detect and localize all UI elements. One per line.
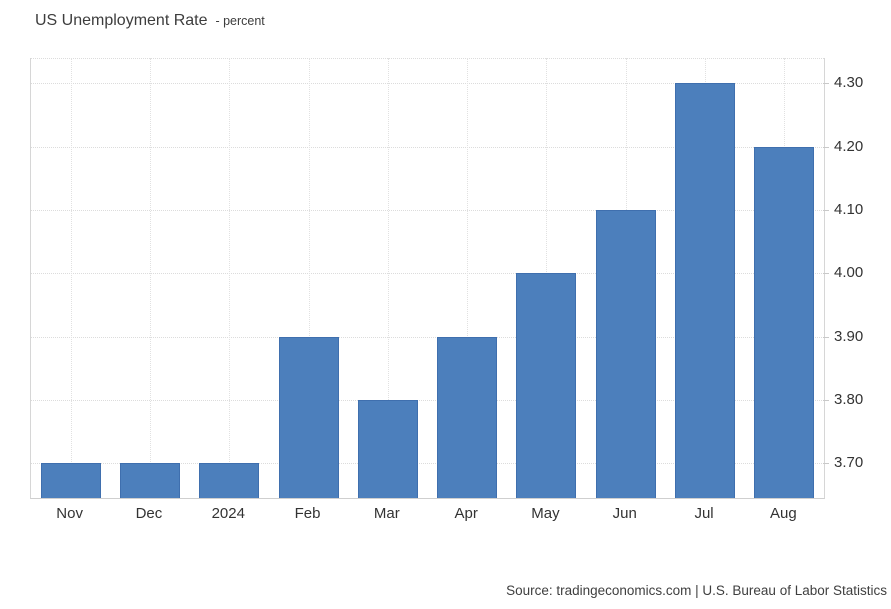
gridline-top	[31, 58, 824, 59]
gridline-h	[31, 209, 824, 211]
bar-dec[interactable]	[119, 463, 180, 498]
y-axis-tick	[823, 336, 829, 338]
y-axis-label: 3.80	[834, 390, 864, 408]
bar-may[interactable]	[516, 273, 577, 498]
bar-2024[interactable]	[199, 463, 260, 498]
x-axis-label: Jul	[694, 505, 714, 522]
chart-title: US Unemployment Rate - percent	[35, 10, 265, 32]
x-axis-label: 2024	[211, 505, 245, 522]
gridline-v	[387, 58, 389, 498]
gridline-h	[31, 399, 824, 401]
x-axis-label: Feb	[294, 505, 321, 522]
x-axis-label: Apr	[454, 505, 478, 522]
bar-feb[interactable]	[278, 336, 339, 498]
gridline-h	[31, 273, 824, 275]
y-axis-label: 3.70	[834, 454, 864, 472]
gridline-h	[31, 83, 824, 85]
gridline-h	[31, 146, 824, 148]
y-axis-label: 3.90	[834, 327, 864, 345]
y-axis-tick	[823, 399, 829, 401]
x-axis-label: Aug	[769, 505, 797, 522]
bar-jul[interactable]	[675, 83, 736, 498]
chart-title-subtitle: - percent	[215, 14, 265, 28]
gridline-v	[229, 58, 231, 498]
plot-area	[30, 58, 825, 499]
bar-nov[interactable]	[40, 463, 101, 498]
source-attribution: Source: tradingeconomics.com | U.S. Bure…	[506, 583, 887, 598]
gridline-v	[149, 58, 151, 498]
bar-mar[interactable]	[357, 399, 418, 498]
y-axis-tick	[823, 209, 829, 211]
gridline-v	[467, 58, 469, 498]
y-axis-label: 4.20	[834, 137, 864, 155]
y-axis-tick	[823, 273, 829, 275]
chart-title-main: US Unemployment Rate	[35, 12, 208, 29]
bar-jun[interactable]	[595, 209, 656, 498]
bar-apr[interactable]	[437, 336, 498, 498]
gridline-h	[31, 336, 824, 338]
x-axis-label: Dec	[135, 505, 163, 522]
bar-aug[interactable]	[754, 146, 815, 498]
gridline-h	[31, 463, 824, 465]
gridline-v	[70, 58, 72, 498]
x-axis-label: May	[531, 505, 560, 522]
y-axis-tick	[823, 463, 829, 465]
y-axis-label: 4.00	[834, 264, 864, 282]
y-axis-tick	[823, 146, 829, 148]
x-axis-label: Mar	[373, 505, 400, 522]
gridline-v	[308, 58, 310, 498]
x-axis-label: Nov	[56, 505, 83, 522]
y-axis-label: 4.30	[834, 74, 864, 92]
y-axis-label: 4.10	[834, 200, 864, 218]
x-axis-label: Jun	[612, 505, 637, 522]
y-axis-tick	[823, 83, 829, 85]
